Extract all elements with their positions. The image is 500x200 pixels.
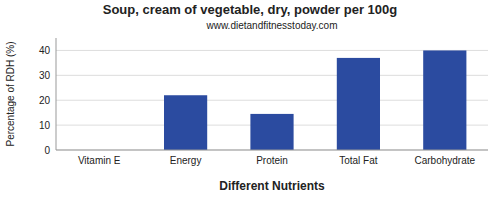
grid-line [56,150,488,151]
x-axis-label: Different Nutrients [219,179,325,193]
chart: Soup, cream of vegetable, dry, powder pe… [0,0,500,200]
x-axis-line [56,150,488,151]
y-axis-line [56,38,57,150]
x-tick-label: Protein [256,155,288,166]
bar [164,95,207,150]
grid [56,50,488,150]
x-tick-label: Vitamin E [78,155,121,166]
y-tick-label: 0 [44,145,50,156]
y-tick-label: 30 [39,70,51,81]
x-tick-label: Total Fat [339,155,378,166]
subtitle: www.dietandfitnesstoday.com [206,20,338,31]
y-axis-label: Percentage of RDH (%) [5,41,16,146]
y-tick-label: 40 [39,45,51,56]
chart-container: Soup, cream of vegetable, dry, powder pe… [0,0,500,200]
y-tick-label: 20 [39,95,51,106]
bar [337,58,380,150]
x-tick-label: Carbohydrate [415,155,476,166]
bar [250,114,293,150]
x-tick-label: Energy [170,155,202,166]
bar [423,50,466,150]
title: Soup, cream of vegetable, dry, powder pe… [103,2,398,17]
y-tick-label: 10 [39,120,51,131]
bars [164,50,466,150]
